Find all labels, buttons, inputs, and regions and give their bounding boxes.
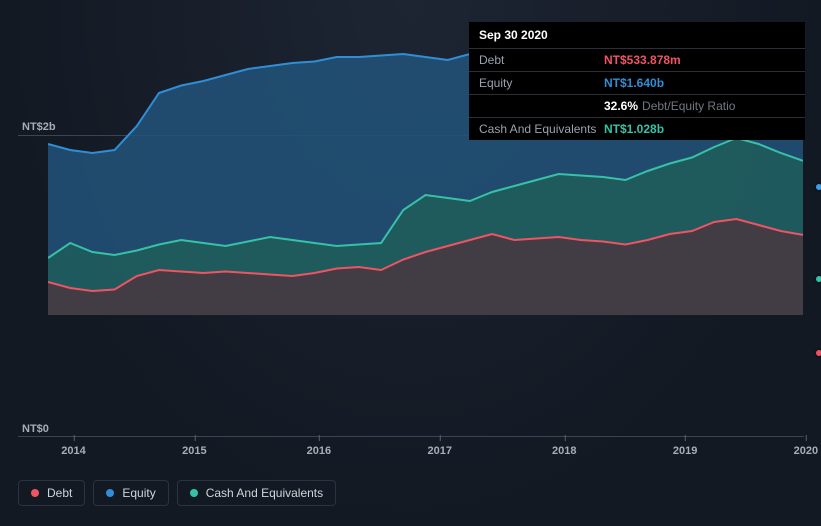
legend-item-equity[interactable]: Equity — [93, 480, 168, 506]
x-tick: 2015 — [182, 445, 206, 457]
x-tick: 2018 — [552, 445, 576, 457]
legend-dot-icon — [106, 489, 114, 497]
tooltip-row: DebtNT$533.878m — [469, 48, 805, 71]
legend-dot-icon — [190, 489, 198, 497]
tooltip-row-value: NT$1.640b — [604, 76, 664, 90]
tooltip-row-sublabel: Debt/Equity Ratio — [642, 99, 735, 113]
legend-item-label: Debt — [47, 486, 72, 500]
tooltip-row-value: 32.6%Debt/Equity Ratio — [604, 99, 735, 113]
tooltip-date: Sep 30 2020 — [469, 22, 805, 48]
tooltip-row: EquityNT$1.640b — [469, 71, 805, 94]
x-tick: 2019 — [673, 445, 697, 457]
series-end-dot-equity — [814, 182, 821, 192]
chart-tooltip: Sep 30 2020 DebtNT$533.878mEquityNT$1.64… — [469, 22, 805, 140]
x-tick: 2014 — [61, 445, 85, 457]
series-end-dot-cash-and-equivalents — [814, 274, 821, 284]
tooltip-row-label — [479, 99, 604, 113]
legend-item-label: Equity — [122, 486, 155, 500]
x-tick: 2016 — [307, 445, 331, 457]
series-end-dot-debt — [814, 348, 821, 358]
x-tick: 2020 — [794, 445, 818, 457]
legend-item-debt[interactable]: Debt — [18, 480, 85, 506]
x-axis: 2014201520162017201820192020 — [18, 445, 804, 465]
tooltip-row-value: NT$1.028b — [604, 122, 664, 136]
x-tick: 2017 — [427, 445, 451, 457]
tooltip-row-label: Equity — [479, 76, 604, 90]
legend-item-cash-and-equivalents[interactable]: Cash And Equivalents — [177, 480, 336, 506]
gridline-bottom — [18, 436, 804, 437]
y-tick-bottom: NT$0 — [22, 423, 49, 435]
tooltip-row-label: Cash And Equivalents — [479, 122, 604, 136]
chart-legend: Debt Equity Cash And Equivalents — [18, 480, 336, 506]
tooltip-row: Cash And EquivalentsNT$1.028b — [469, 117, 805, 140]
legend-dot-icon — [31, 489, 39, 497]
tooltip-row-label: Debt — [479, 53, 604, 67]
tooltip-row: 32.6%Debt/Equity Ratio — [469, 94, 805, 117]
tooltip-row-value: NT$533.878m — [604, 53, 681, 67]
legend-item-label: Cash And Equivalents — [206, 486, 323, 500]
